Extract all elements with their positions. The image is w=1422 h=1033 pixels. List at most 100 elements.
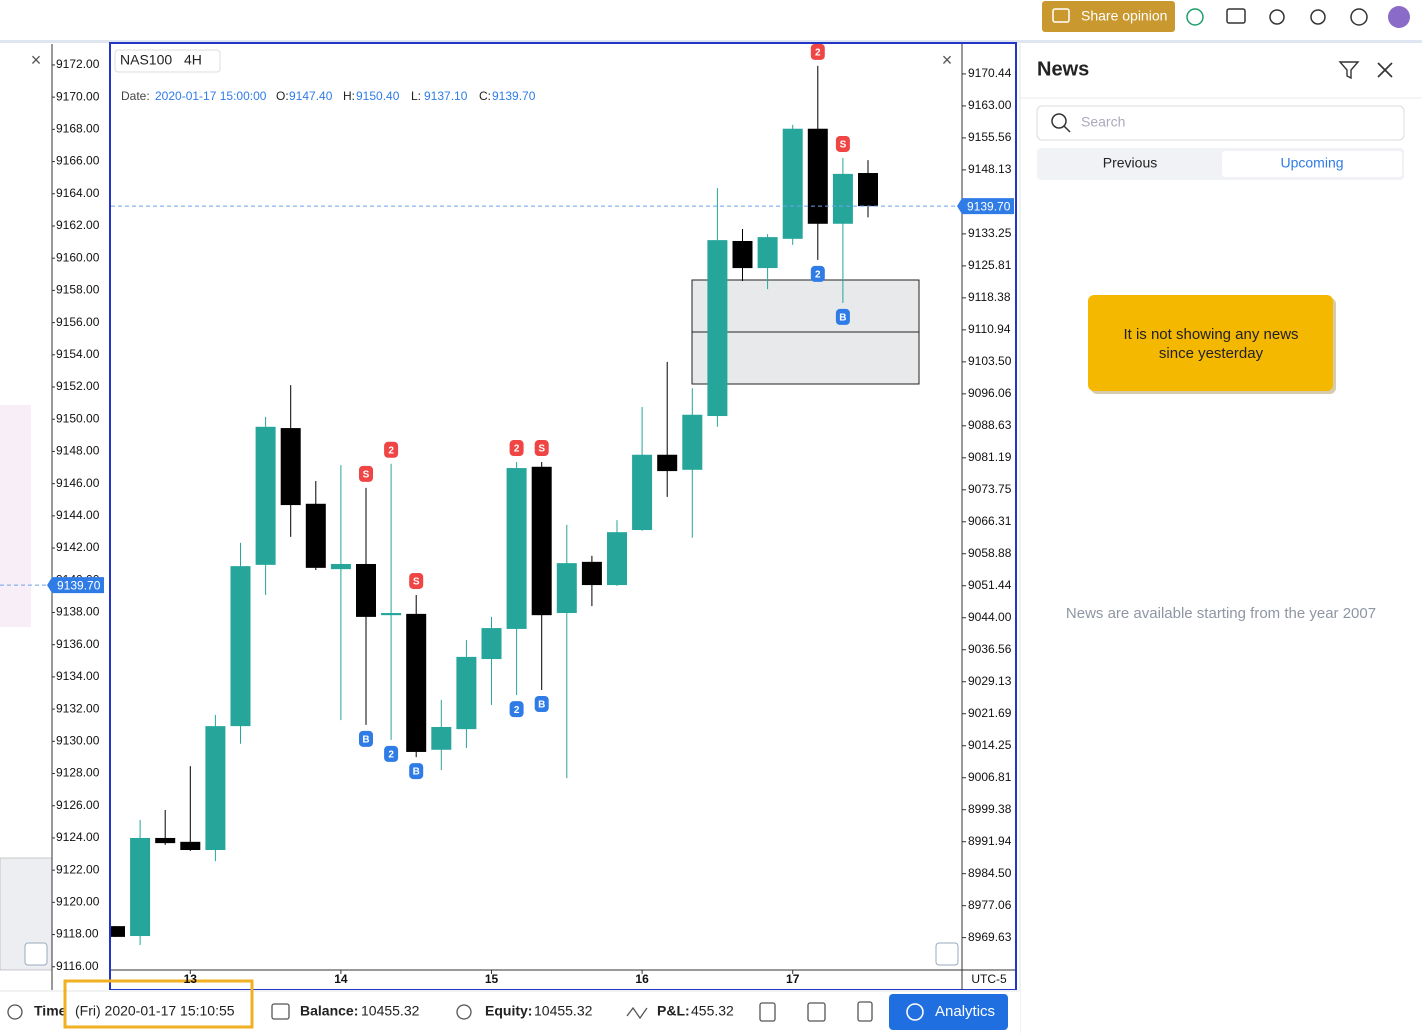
share-link-icon[interactable]	[1269, 9, 1285, 25]
news-title: News	[1037, 58, 1089, 80]
left-y-tick-label: 9136.00	[56, 637, 100, 651]
left-y-tick-label: 9120.00	[56, 895, 100, 909]
analytics-button[interactable]	[889, 994, 1008, 1030]
close-value: 9139.70	[492, 89, 536, 103]
signal-badge	[384, 745, 399, 762]
signal-label: B	[839, 313, 846, 324]
cloud-icon[interactable]	[1186, 8, 1204, 26]
time-label: Time	[34, 1003, 67, 1019]
left-y-tick-label: 9116.00	[56, 959, 99, 973]
left-last-price-label: 9139.70	[57, 578, 101, 592]
candle-body	[406, 613, 427, 752]
close-chart-icon[interactable]: ×	[942, 50, 953, 70]
candle-body	[356, 563, 376, 617]
candle-body	[111, 926, 125, 937]
signal-label: 2	[815, 270, 821, 281]
candle-body	[657, 454, 678, 472]
y-tick-label: 8984.50	[968, 866, 1012, 880]
y-tick-label: 9133.25	[968, 226, 1012, 240]
balance-value: 10455.32	[361, 1003, 420, 1019]
wallet-icon	[271, 1003, 290, 1020]
top-bar	[0, 0, 1422, 40]
right-axis: 9170.44 9163.00 9155.56 9148.13 9133.25 9125.…	[962, 66, 1012, 944]
candle-body	[531, 466, 552, 616]
y-tick-label: 9148.13	[968, 162, 1012, 176]
tab-upcoming[interactable]: Upcoming	[1280, 155, 1343, 171]
help-icon[interactable]	[1350, 8, 1368, 26]
left-y-tick-label: 9152.00	[56, 379, 100, 393]
auto-scale-button[interactable]	[935, 942, 959, 966]
signal-badge	[359, 465, 373, 482]
symbol-box[interactable]	[114, 49, 221, 73]
report-icon[interactable]	[857, 1001, 873, 1022]
clock-icon	[7, 1004, 23, 1020]
camera-icon[interactable]	[1226, 8, 1246, 24]
callout	[1088, 295, 1333, 391]
high-label: H:	[343, 89, 355, 103]
candle-body	[732, 240, 753, 269]
search-box[interactable]	[1036, 105, 1405, 141]
left-y-tick-label: 9154.00	[56, 347, 100, 361]
timezone: UTC-5	[971, 972, 1007, 986]
signal-label: B	[413, 767, 420, 778]
date-value: 2020-01-17 15:00:00	[155, 89, 267, 103]
timeframe[interactable]: 4H	[184, 52, 202, 68]
y-tick-label: 9170.44	[968, 66, 1012, 80]
candle-body	[255, 426, 276, 565]
signal-label: 2	[388, 750, 394, 761]
candle-body	[782, 128, 803, 239]
y-tick-label: 8969.63	[968, 930, 1012, 944]
tab-active[interactable]	[1222, 151, 1402, 177]
y-tick-label: 9044.00	[968, 610, 1012, 624]
left-y-tick-label: 9172.00	[56, 57, 100, 71]
signal-badge	[534, 440, 549, 457]
y-tick-label: 9125.81	[968, 258, 1012, 272]
y-tick-label: 8977.06	[968, 898, 1012, 912]
left-y-tick-label: 9156.00	[56, 315, 100, 329]
tab-previous[interactable]: Previous	[1103, 155, 1157, 171]
y-tick-label: 9066.31	[968, 514, 1012, 528]
calendar-icon[interactable]	[807, 1002, 826, 1022]
search-icon	[1051, 113, 1067, 129]
signal-badge	[835, 308, 850, 325]
signal-badge	[409, 572, 424, 589]
left-y-tick-label: 9146.00	[56, 476, 100, 490]
candle-body	[707, 240, 728, 417]
left-y-tick-label: 9132.00	[56, 701, 100, 715]
close-news-icon[interactable]	[1377, 62, 1393, 78]
candle-body	[130, 837, 151, 937]
y-tick-label: 9029.13	[968, 674, 1012, 688]
settings-icon[interactable]	[1310, 9, 1326, 25]
left-auto-scale-button[interactable]	[24, 942, 48, 966]
last-price-tag	[957, 198, 1014, 215]
signal-badge	[810, 265, 825, 282]
filter-icon[interactable]	[1338, 61, 1360, 80]
highlight-box	[63, 979, 254, 1029]
search-icon-handle	[1063, 125, 1071, 133]
candle-body	[205, 726, 226, 851]
open-label: O:	[276, 89, 289, 103]
signal-label: 2	[514, 444, 520, 455]
share-label: Share opinion	[1081, 8, 1167, 24]
swap-icon[interactable]	[759, 1002, 776, 1022]
candle-body	[230, 566, 251, 727]
left-last-price-tag	[47, 577, 104, 594]
x-tick-label: 15	[485, 972, 499, 986]
candle-body	[381, 613, 402, 616]
share-button[interactable]	[1042, 1, 1175, 32]
signal-badge	[534, 696, 549, 713]
callout-line: since yesterday	[1159, 345, 1264, 362]
date-label: Date:	[121, 89, 150, 103]
left-y-tick-label: 9148.00	[56, 444, 100, 458]
y-tick-label: 9073.75	[968, 482, 1012, 496]
candle-body	[581, 561, 602, 586]
candle-body	[506, 468, 527, 629]
balance-label: Balance:	[300, 1003, 358, 1019]
x-tick-label: 13	[184, 972, 198, 986]
close-icon[interactable]: ×	[31, 50, 42, 70]
left-axis: 9172.00 9170.00 9168.00 9166.00 9164.00 9162.…	[52, 57, 100, 973]
candle-body	[807, 128, 828, 224]
left-y-tick-label: 9122.00	[56, 862, 100, 876]
avatar[interactable]	[1388, 6, 1410, 28]
candle-body	[632, 454, 653, 531]
